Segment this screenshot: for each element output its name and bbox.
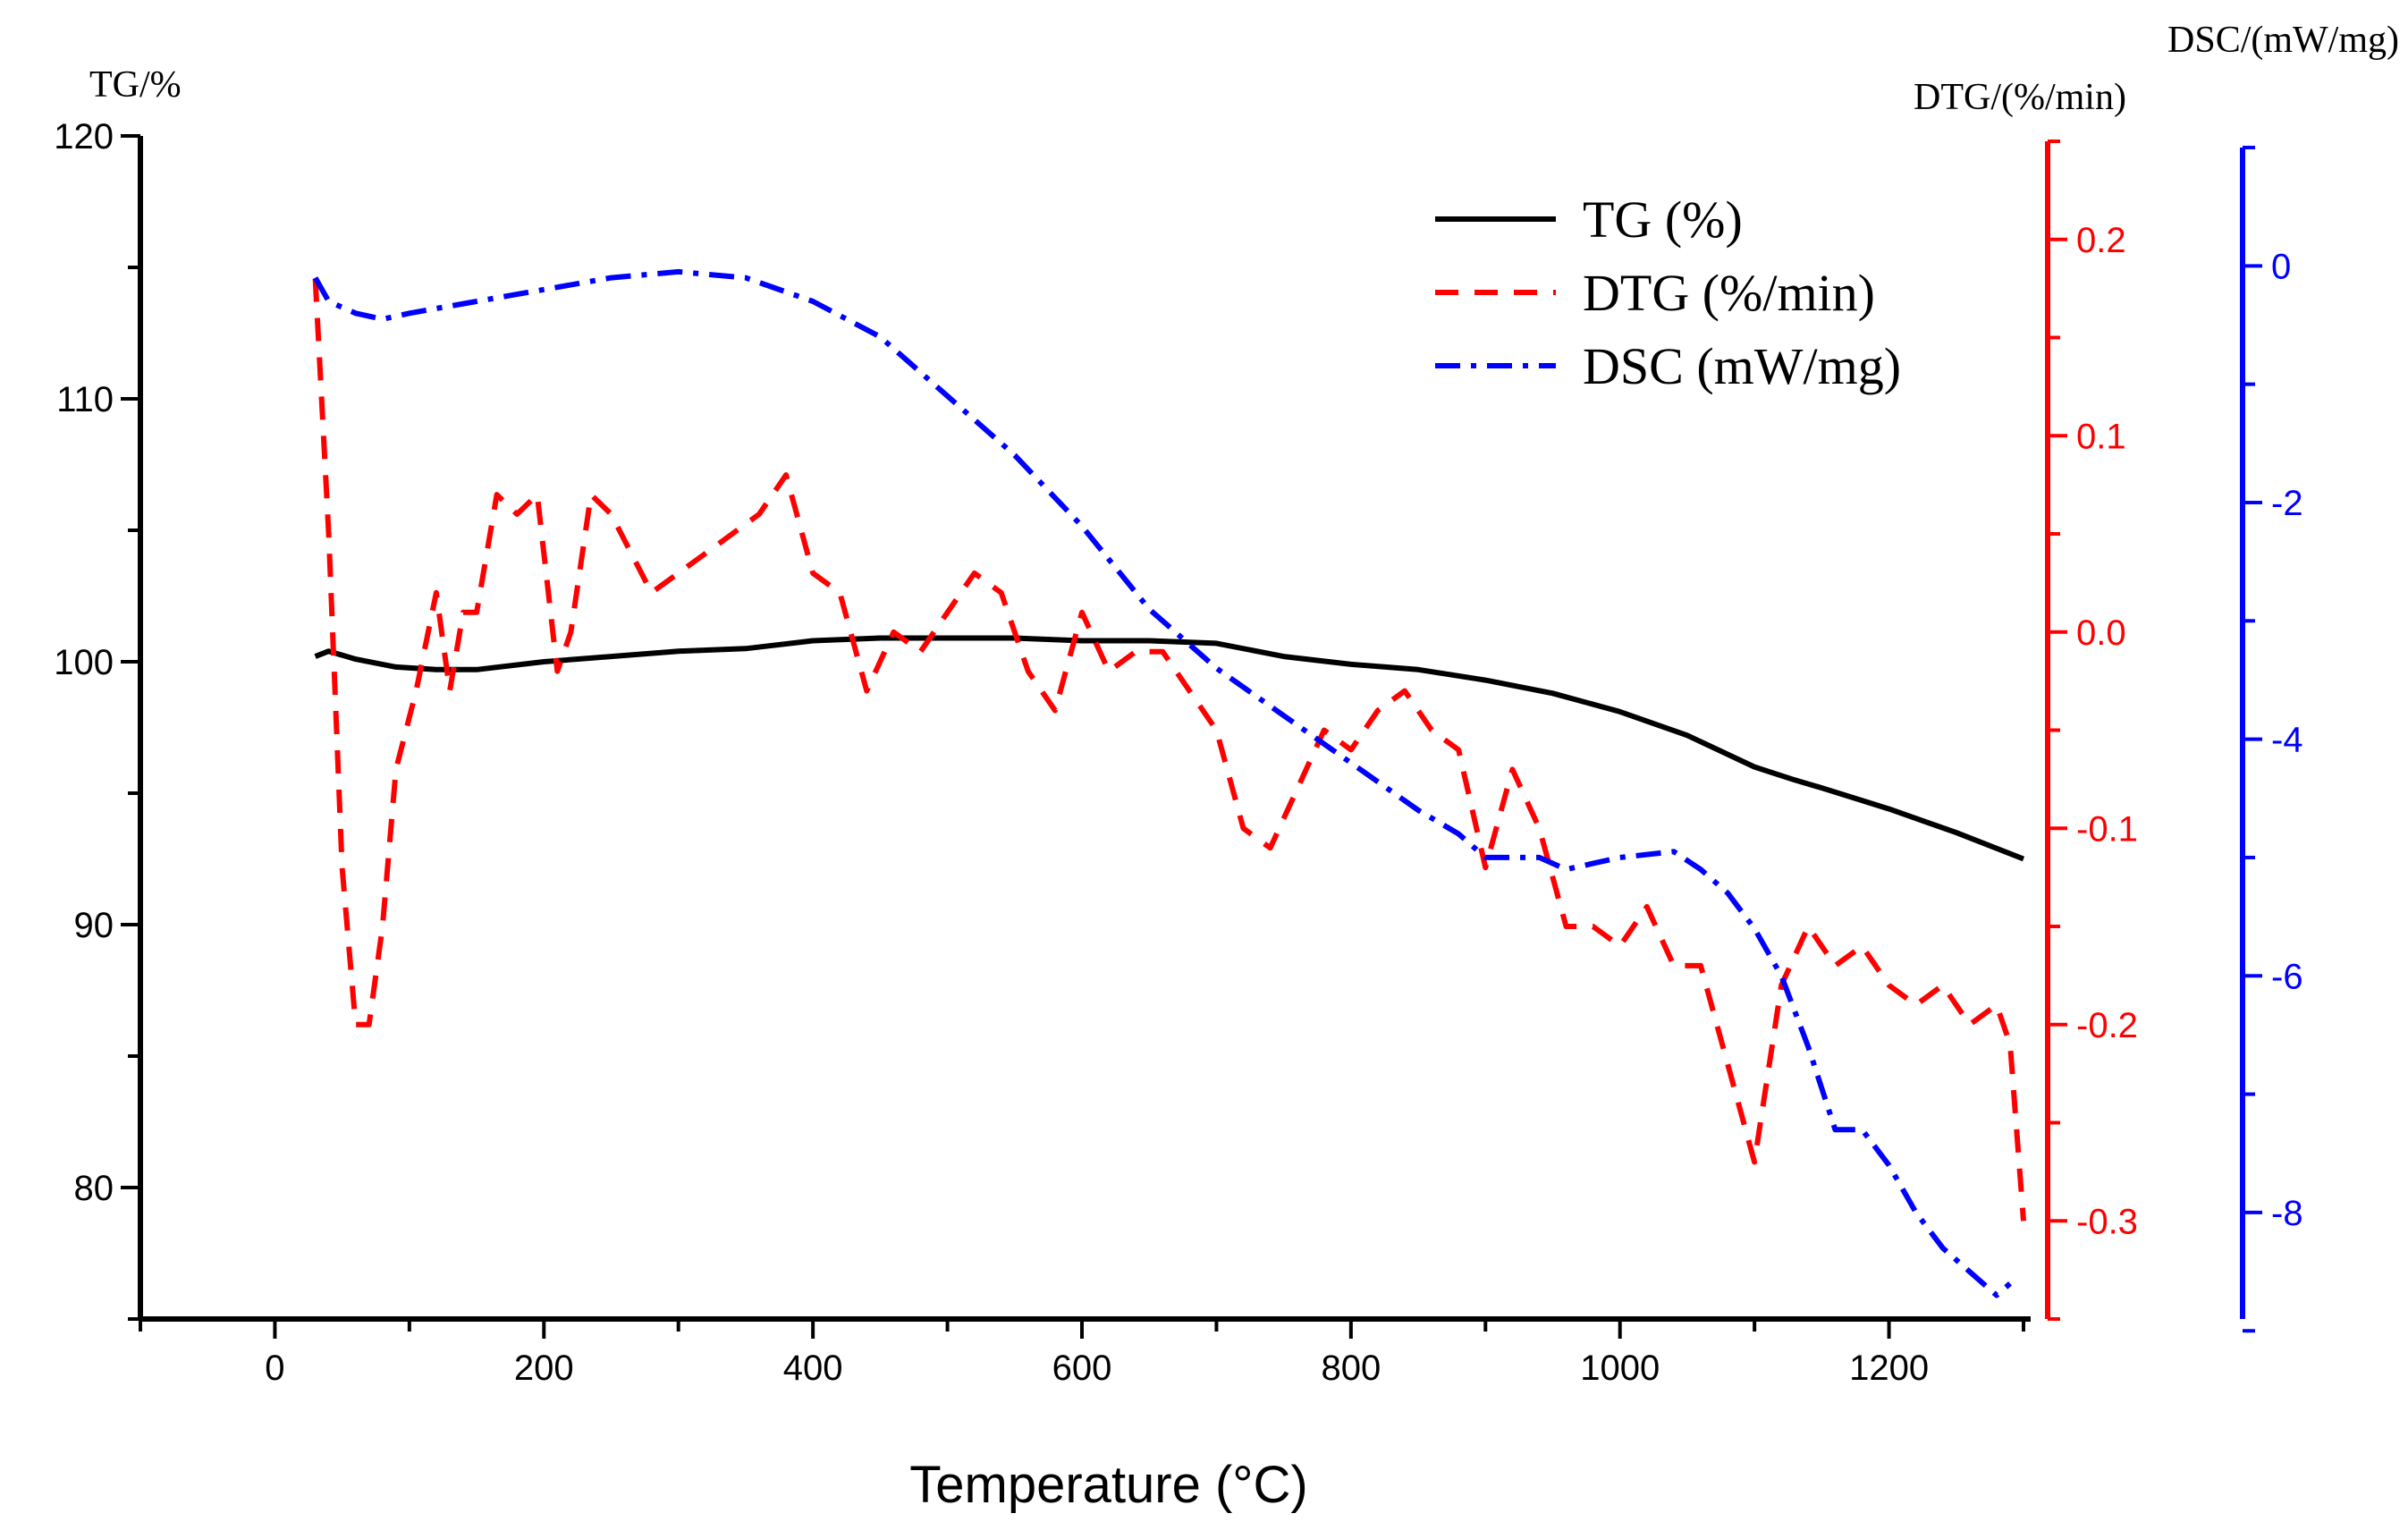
- tg-tick-label: 100: [54, 643, 114, 682]
- legend-label-dsc: DSC (mW/mg): [1583, 337, 1901, 395]
- tg-tick-label: 80: [74, 1169, 114, 1208]
- x-tick-label: 1000: [1580, 1349, 1660, 1388]
- x-tick-label: 800: [1321, 1349, 1381, 1388]
- legend-label-tg: TG (%): [1583, 190, 1743, 249]
- series-line-dsc: [312, 268, 2012, 1298]
- tg-axis-label: TG/%: [89, 64, 182, 106]
- series-layer: [312, 268, 2026, 1298]
- dtg-tick-label: -0.2: [2076, 1006, 2138, 1045]
- dsc-axis-label: DSC/(mW/mg): [2167, 20, 2399, 61]
- dtg-tick-label: 0.0: [2076, 613, 2126, 653]
- legend: TG (%) DTG (%/min) DSC (mW/mg): [1435, 190, 1901, 395]
- dtg-tick-label: -0.3: [2076, 1202, 2138, 1241]
- dtg-axis-label: DTG/(%/min): [1914, 77, 2126, 118]
- dtg-tick-label: 0.2: [2076, 221, 2126, 260]
- tg-tick-label: 90: [74, 906, 114, 945]
- x-tick-label: 400: [783, 1349, 843, 1388]
- x-tick-label: 200: [514, 1349, 574, 1388]
- dsc-tick-label: -2: [2271, 484, 2303, 523]
- legend-label-dtg: DTG (%/min): [1583, 264, 1875, 322]
- x-tick-label: 1200: [1849, 1349, 1929, 1388]
- tg-tick-label: 110: [56, 380, 114, 419]
- dtg-tick-label: -0.1: [2076, 809, 2138, 849]
- x-axis-label: Temperature (°C): [909, 1456, 1307, 1514]
- series-line-tg: [314, 635, 2025, 862]
- dtg-tick-label: 0.1: [2076, 417, 2126, 456]
- dsc-tick-label: -8: [2271, 1194, 2303, 1233]
- dsc-tick-label: -4: [2271, 721, 2303, 760]
- x-tick-label: 0: [265, 1349, 284, 1388]
- dsc-tick-label: 0: [2271, 247, 2291, 286]
- x-tick-label: 600: [1052, 1349, 1112, 1388]
- series-line-dtg: [312, 278, 2026, 1222]
- tg-tick-label: 120: [54, 117, 114, 156]
- dsc-tick-label: -6: [2271, 957, 2303, 996]
